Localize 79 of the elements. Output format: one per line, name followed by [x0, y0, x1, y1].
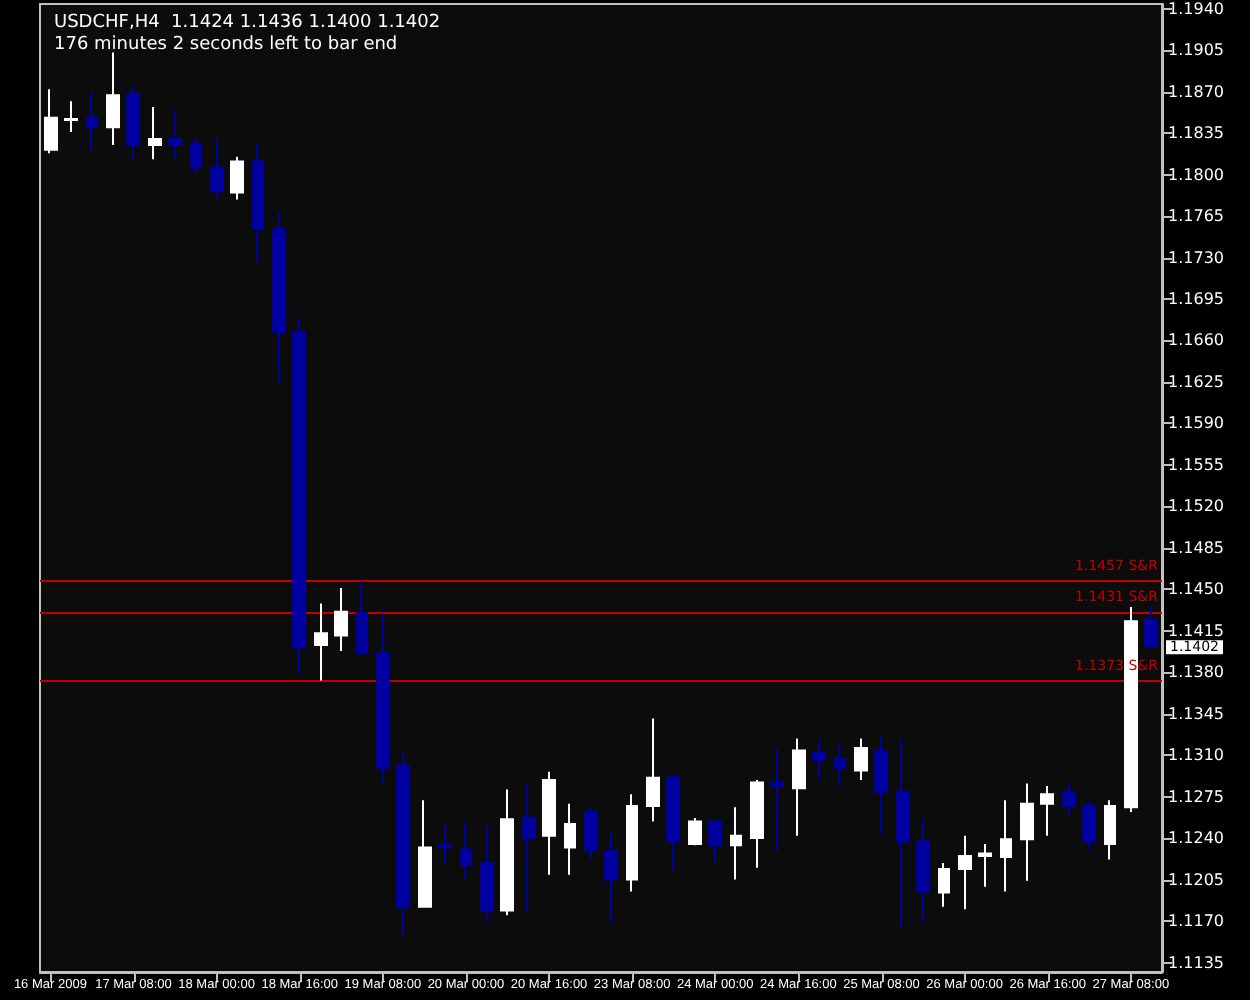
candlestick	[646, 717, 660, 823]
candlestick	[126, 84, 140, 161]
candlestick	[708, 818, 722, 863]
y-tick-label: 1.1205	[1168, 870, 1224, 889]
candlestick	[64, 100, 78, 133]
y-tick-label: 1.1730	[1168, 248, 1224, 267]
candlestick	[584, 806, 598, 861]
y-tick-label: 1.1415	[1168, 621, 1224, 640]
candlestick	[916, 818, 930, 924]
candlestick	[230, 155, 244, 201]
y-tick-label: 1.1380	[1168, 663, 1224, 682]
candlestick	[210, 136, 224, 201]
candlestick	[168, 108, 182, 161]
candlestick	[938, 862, 950, 908]
candlestick	[542, 770, 556, 876]
candlestick	[356, 580, 368, 655]
candlestick	[730, 806, 742, 881]
candlestick	[1020, 782, 1034, 882]
y-tick-label: 1.1940	[1168, 0, 1224, 18]
candlestick	[626, 793, 638, 893]
candlestick	[854, 737, 868, 782]
candlestick	[812, 738, 826, 782]
candlestick	[1104, 799, 1116, 861]
y-tick-label: 1.1555	[1168, 455, 1224, 474]
candlestick	[272, 211, 286, 383]
candlestick	[460, 820, 472, 881]
candlestick	[418, 799, 432, 908]
candlestick	[314, 602, 328, 682]
y-tick-label: 1.1765	[1168, 207, 1224, 226]
candlestick	[1082, 800, 1096, 851]
candlestick	[190, 136, 202, 175]
candlestick	[564, 802, 576, 876]
y-tick-label: 1.1800	[1168, 165, 1224, 184]
y-tick-label: 1.1170	[1168, 912, 1224, 931]
candlestick	[834, 741, 846, 787]
candlestick	[604, 832, 618, 924]
y-tick-label: 1.1590	[1168, 414, 1224, 433]
y-tick-label: 1.1450	[1168, 580, 1224, 599]
candlestick	[666, 773, 680, 873]
candlestick	[44, 88, 58, 155]
y-tick-label: 1.1905	[1168, 41, 1224, 60]
candlestick	[86, 90, 98, 151]
candlestick	[1040, 784, 1054, 837]
y-tick-label: 1.1695	[1168, 290, 1224, 309]
candlestick	[480, 824, 494, 924]
text: 176 minutes 2 seconds left to bar end	[54, 35, 398, 55]
candlestick	[148, 106, 162, 161]
candlestick	[1000, 799, 1012, 893]
candlestick	[958, 834, 972, 911]
candlestick	[688, 816, 702, 847]
candlestick	[292, 316, 306, 676]
candlestick	[874, 735, 888, 835]
candlestick	[770, 747, 784, 853]
candlestick	[792, 737, 806, 837]
candlestick	[978, 843, 992, 888]
y-tick-label: 1.1485	[1168, 538, 1224, 557]
text: USDCHF,H4 1.1424 1.1436 1.1400 1.1402	[54, 13, 441, 33]
y-tick-label: 1.1240	[1168, 829, 1224, 848]
candlestick	[438, 822, 452, 864]
candlestick	[750, 779, 764, 869]
candlestick	[500, 788, 514, 917]
y-tick-label: 1.1135	[1168, 953, 1224, 972]
y-tick-label: 1.1345	[1168, 704, 1224, 723]
y-tick-label: 1.1520	[1168, 497, 1224, 516]
candlestick	[1144, 604, 1158, 650]
candlestick	[376, 612, 390, 785]
y-tick-label: 1.1625	[1168, 372, 1224, 391]
candlestick	[896, 738, 910, 928]
candlestick	[396, 751, 410, 938]
y-tick-label: 1.1835	[1168, 124, 1224, 143]
candlestick	[334, 587, 348, 652]
candlestick	[252, 142, 264, 264]
candlestick	[106, 51, 120, 146]
candlestick	[1062, 781, 1076, 817]
y-tick-label: 1.1870	[1168, 82, 1224, 101]
y-tick-label: 1.1660	[1168, 331, 1224, 350]
candlestick	[522, 781, 536, 912]
y-tick-label: 1.1275	[1168, 787, 1224, 806]
y-tick-label: 1.1310	[1168, 746, 1224, 765]
